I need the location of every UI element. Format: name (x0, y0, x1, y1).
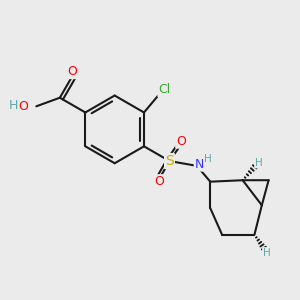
Text: O: O (68, 65, 77, 78)
Text: S: S (165, 154, 174, 168)
Text: H: H (9, 99, 18, 112)
Text: O: O (18, 100, 28, 113)
Text: Cl: Cl (158, 83, 171, 96)
Text: H: H (263, 248, 271, 258)
Text: O: O (154, 175, 164, 188)
Text: H: H (255, 158, 263, 167)
Text: N: N (195, 158, 204, 171)
Text: H: H (204, 154, 212, 164)
Text: O: O (176, 135, 186, 148)
